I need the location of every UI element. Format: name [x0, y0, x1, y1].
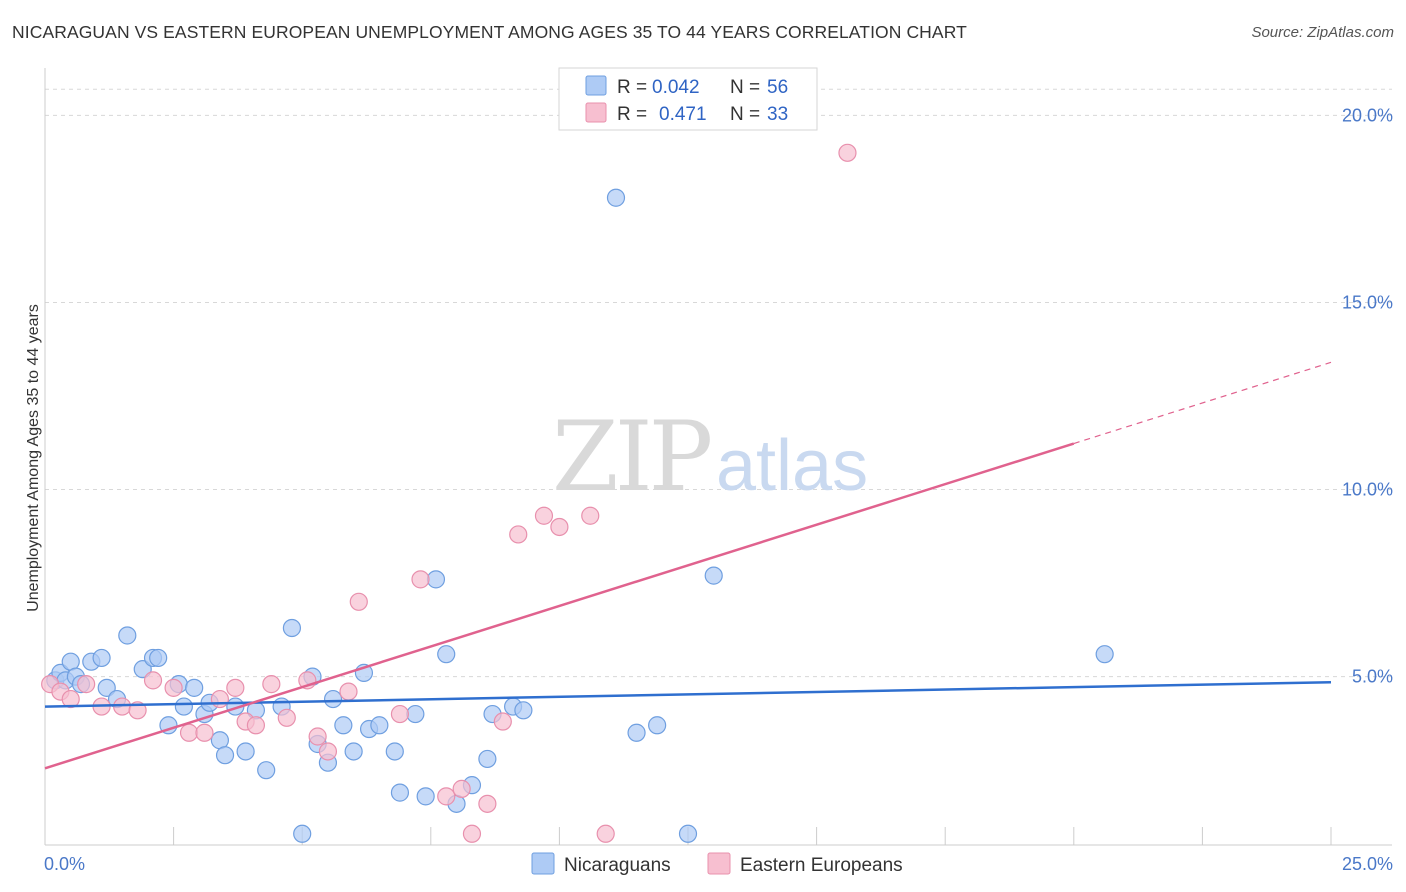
nicaraguans-point — [133, 660, 152, 679]
x-tick-label: 0.0% — [44, 854, 85, 874]
eastern-europeans-point — [478, 794, 497, 813]
legend-r-label-2: R = — [617, 104, 647, 125]
nicaraguans-point — [215, 746, 235, 765]
y-tick-label: 10.0% — [1342, 480, 1393, 500]
series-legend-swatch-eastern-europeans — [707, 852, 731, 875]
trend-layer — [44, 361, 1332, 770]
eastern-europeans-point — [262, 675, 281, 694]
watermark-atlas: atlas — [716, 426, 868, 506]
watermark: ZIP atlas — [552, 401, 868, 513]
trend-line-nicaraguans — [44, 680, 1332, 708]
eastern-europeans-point — [77, 675, 96, 694]
legend-r-value-1: 0.042 — [652, 77, 700, 98]
x-tick-label: 25.0% — [1342, 854, 1393, 874]
nicaraguans-point — [704, 566, 723, 585]
nicaraguans-point — [293, 824, 312, 843]
legend-swatch-eastern-europeans — [585, 102, 607, 123]
eastern-europeans-point — [318, 742, 338, 761]
eastern-europeans-point — [339, 682, 358, 701]
nicaraguans-point — [426, 570, 446, 589]
nicaraguans-point — [149, 648, 168, 668]
eastern-europeans-point — [452, 779, 471, 798]
nicaraguans-point — [370, 716, 389, 735]
legend-swatch-nicaraguans — [585, 75, 607, 96]
watermark-zip: ZIP — [552, 401, 711, 513]
eastern-europeans-point — [437, 787, 456, 806]
nicaraguans-point — [334, 716, 353, 735]
eastern-europeans-point — [143, 671, 163, 690]
eastern-europeans-point — [390, 704, 410, 724]
nicaraguans-point — [1095, 645, 1114, 664]
legend-n-label-2: N = — [730, 104, 760, 125]
eastern-europeans-point — [550, 517, 569, 537]
points-layer — [41, 143, 1114, 843]
eastern-europeans-point — [509, 525, 528, 544]
series-legend-swatch-nicaraguans — [531, 852, 555, 875]
nicaraguans-point — [606, 188, 626, 207]
eastern-europeans-point — [596, 824, 615, 843]
nicaraguans-point — [323, 689, 343, 709]
nicaraguans-point — [385, 742, 404, 761]
trend-line-eastern-europeans — [44, 442, 1075, 770]
nicaraguans-point — [437, 645, 456, 664]
source-label: Source: ZipAtlas.com — [1251, 24, 1394, 41]
eastern-europeans-point — [349, 592, 368, 611]
correlation-legend: R = 0.042 N = 56 R = 0.471 N = 33 — [558, 67, 818, 131]
legend-n-value-2: 33 — [767, 104, 788, 125]
y-axis-label: Unemployment Among Ages 35 to 44 years — [25, 304, 42, 612]
nicaraguans-point — [97, 678, 116, 697]
nicaraguans-point — [478, 749, 497, 769]
chart-title: NICARAGUAN VS EASTERN EUROPEAN UNEMPLOYM… — [12, 22, 967, 42]
eastern-europeans-point — [210, 689, 229, 709]
y-tick-label: 5.0% — [1352, 667, 1393, 687]
nicaraguans-point — [514, 701, 533, 720]
eastern-europeans-point — [838, 143, 857, 162]
tick-label-layer: 5.0% 10.0% 15.0% 20.0% 0.0% 25.0% — [44, 105, 1393, 874]
nicaraguans-point — [282, 618, 302, 638]
grid-layer — [45, 88, 1392, 678]
eastern-europeans-point — [411, 570, 430, 589]
nicaraguans-point — [118, 626, 137, 645]
legend-n-label-1: N = — [730, 77, 760, 98]
nicaraguans-point — [416, 787, 435, 806]
legend-r-label-1: R = — [617, 77, 647, 98]
eastern-europeans-point — [581, 506, 600, 525]
eastern-europeans-point — [179, 723, 199, 742]
y-tick-label: 15.0% — [1342, 292, 1393, 312]
eastern-europeans-point — [308, 727, 327, 746]
nicaraguans-point — [344, 742, 363, 761]
nicaraguans-point — [236, 742, 255, 761]
nicaraguans-point — [678, 824, 698, 843]
nicaraguans-point — [627, 723, 646, 742]
series-legend-label-eastern-europeans: Eastern Europeans — [740, 855, 903, 876]
eastern-europeans-point — [61, 689, 80, 709]
legend-r-value-2: 0.471 — [659, 104, 707, 125]
legend-n-value-1: 56 — [767, 77, 788, 98]
series-legend: Nicaraguans Eastern Europeans — [531, 852, 903, 876]
eastern-europeans-point — [113, 697, 132, 716]
nicaraguans-point — [174, 697, 193, 716]
eastern-europeans-point — [493, 712, 512, 731]
trend-line-eastern-europeans-extension — [1073, 361, 1332, 445]
series-legend-label-nicaraguans: Nicaraguans — [564, 855, 671, 876]
nicaraguans-point — [257, 761, 276, 780]
nicaraguans-point — [406, 704, 425, 724]
eastern-europeans-point — [195, 723, 214, 742]
nicaraguans-point — [390, 783, 410, 802]
eastern-europeans-point — [246, 716, 266, 735]
nicaraguans-point — [185, 678, 204, 697]
nicaraguans-point — [648, 716, 667, 735]
eastern-europeans-point — [164, 678, 183, 697]
eastern-europeans-point — [534, 506, 554, 525]
y-tick-label: 20.0% — [1342, 105, 1393, 125]
eastern-europeans-point — [226, 678, 245, 697]
eastern-europeans-point — [462, 824, 482, 843]
eastern-europeans-point — [277, 708, 296, 727]
nicaraguans-point — [92, 648, 111, 668]
